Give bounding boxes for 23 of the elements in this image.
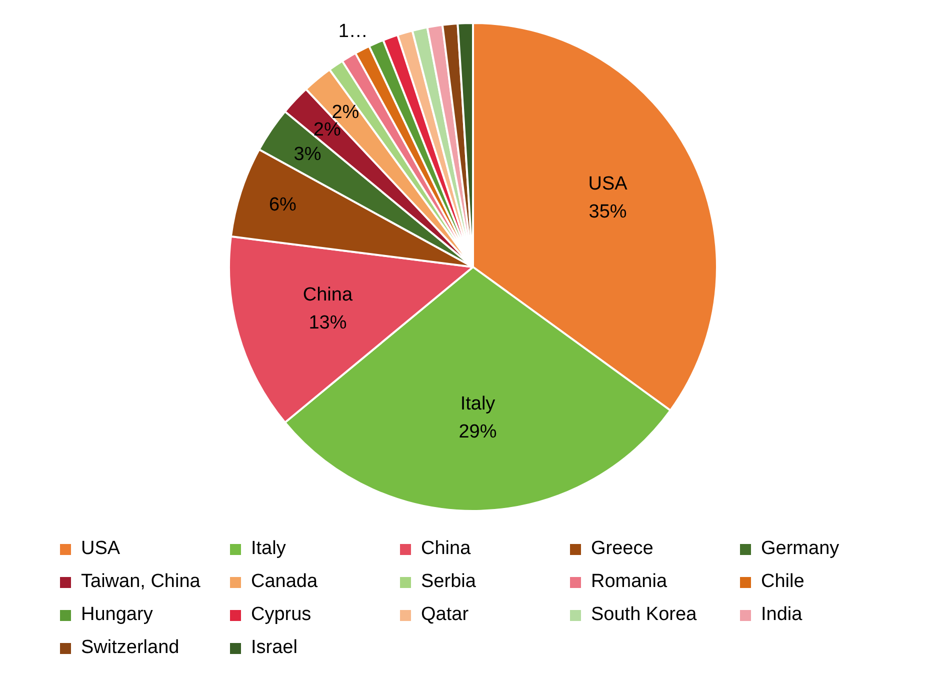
data-label: 6% xyxy=(268,194,297,216)
legend-label: Israel xyxy=(251,637,298,659)
data-label: 1… xyxy=(338,21,368,42)
data-label: 3% xyxy=(294,144,322,165)
legend-label: USA xyxy=(81,538,120,560)
legend-label: Italy xyxy=(251,538,286,560)
legend-label: Qatar xyxy=(421,604,469,626)
legend-label: Taiwan, China xyxy=(81,571,200,593)
legend-label: Chile xyxy=(761,571,804,593)
legend-label: Serbia xyxy=(421,571,476,593)
data-label: Italy 29% xyxy=(458,393,497,442)
legend-label: China xyxy=(421,538,471,560)
data-label: USA 35% xyxy=(588,174,628,223)
legend-label: Hungary xyxy=(81,604,153,626)
legend-label: Switzerland xyxy=(81,637,180,659)
legend-label: South Korea xyxy=(591,604,697,626)
legend-label: Canada xyxy=(251,571,318,593)
legend-label: Germany xyxy=(761,538,840,560)
data-label: China 13% xyxy=(302,284,353,334)
legend-label: Greece xyxy=(591,538,654,560)
legend-label: Cyprus xyxy=(251,604,312,626)
legend-label: Romania xyxy=(591,571,668,593)
legend-label: India xyxy=(761,604,802,626)
